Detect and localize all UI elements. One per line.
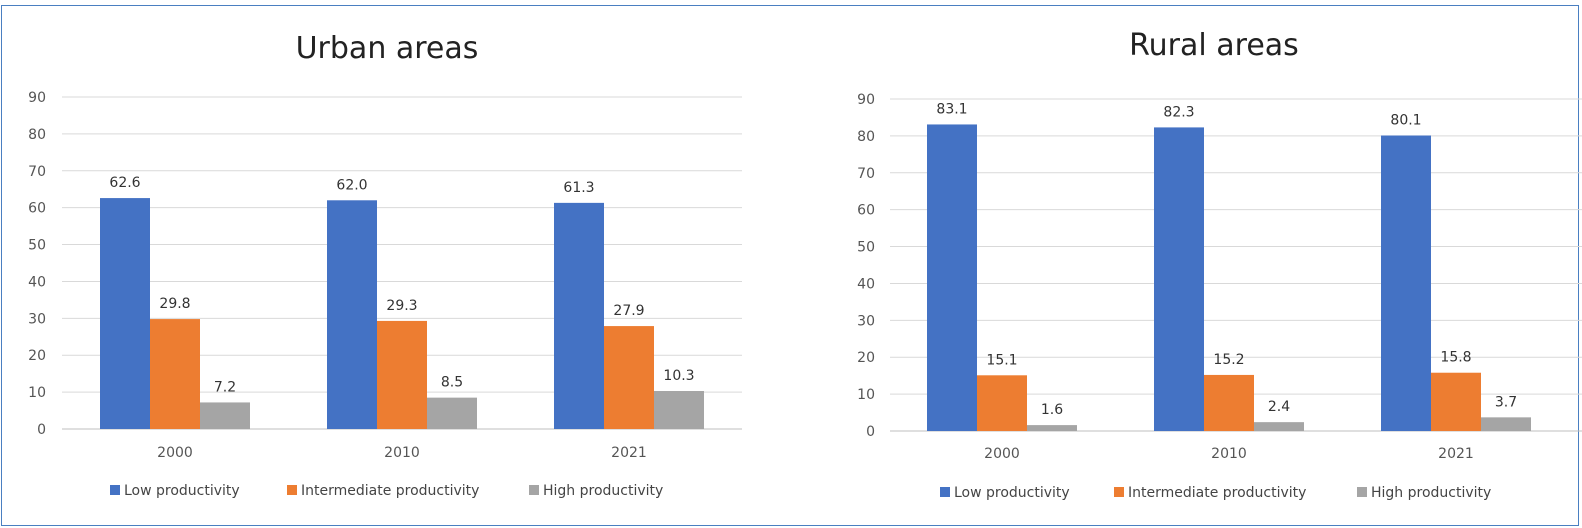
x-tick-label: 2021 [611,445,647,461]
data-label: 29.3 [386,298,417,314]
legend-label: Low productivity [124,483,240,499]
legend-swatch-intermediate-productivity [287,485,297,495]
bar-high-productivity-2000 [1027,425,1077,431]
data-label: 7.2 [214,379,236,395]
bar-intermediate-productivity-2021 [1431,372,1481,431]
y-tick-label: 60 [857,203,875,219]
y-tick-label: 30 [28,311,46,327]
y-tick-label: 10 [857,387,875,403]
legend-swatch-low-productivity [110,485,120,495]
x-tick-label: 2000 [984,446,1020,462]
data-label: 15.1 [986,352,1017,368]
data-label: 61.3 [563,180,594,196]
y-tick-label: 90 [857,92,875,108]
bar-high-productivity-2010 [427,397,477,429]
legend-swatch-intermediate-productivity [1114,487,1124,497]
y-tick-label: 50 [28,238,46,254]
data-label: 1.6 [1041,402,1063,418]
bar-high-productivity-2010 [1254,422,1304,431]
y-tick-label: 80 [28,127,46,143]
data-label: 80.1 [1390,113,1421,129]
data-label: 62.6 [109,175,140,191]
data-label: 83.1 [936,101,967,117]
data-label: 29.8 [159,296,190,312]
chart-title: Urban areas [296,31,479,66]
legend-swatch-high-productivity [1357,487,1367,497]
bar-intermediate-productivity-2010 [377,320,427,429]
y-tick-label: 0 [37,422,46,438]
bar-low-productivity-2010 [1154,127,1204,431]
legend-label: High productivity [1371,485,1491,501]
x-tick-label: 2010 [1211,446,1247,462]
legend-label: High productivity [543,483,663,499]
y-tick-label: 50 [857,240,875,256]
bar-high-productivity-2021 [654,391,704,429]
legend-label: Intermediate productivity [301,483,479,499]
data-label: 82.3 [1163,104,1194,120]
data-label: 10.3 [663,368,694,384]
data-label: 2.4 [1268,399,1290,415]
chart-title: Rural areas [1129,28,1299,63]
bar-intermediate-productivity-2010 [1204,374,1254,431]
bar-low-productivity-2000 [100,198,150,429]
bar-high-productivity-2000 [200,402,250,429]
y-tick-label: 20 [28,348,46,364]
y-tick-label: 90 [28,90,46,106]
bar-low-productivity-2010 [327,200,377,429]
legend-swatch-high-productivity [529,485,539,495]
y-tick-label: 0 [866,424,875,440]
y-tick-label: 30 [857,313,875,329]
legend-label: Intermediate productivity [1128,485,1306,501]
y-tick-label: 60 [28,201,46,217]
data-label: 3.7 [1495,394,1517,410]
y-tick-label: 70 [28,164,46,180]
x-tick-label: 2021 [1438,446,1474,462]
data-label: 15.2 [1213,352,1244,368]
bar-intermediate-productivity-2000 [150,319,200,429]
bar-low-productivity-2000 [927,124,977,431]
data-label: 15.8 [1440,350,1471,366]
bar-low-productivity-2021 [554,202,604,429]
bar-low-productivity-2021 [1381,135,1431,431]
data-label: 27.9 [613,303,644,319]
y-tick-label: 20 [857,350,875,366]
x-tick-label: 2010 [384,445,420,461]
bar-intermediate-productivity-2000 [977,375,1027,431]
legend-label: Low productivity [954,485,1070,501]
y-tick-label: 80 [857,129,875,145]
data-label: 62.0 [336,177,367,193]
x-tick-label: 2000 [157,445,193,461]
figure-frame [1,5,1579,526]
bar-high-productivity-2021 [1481,417,1531,431]
y-tick-label: 10 [28,385,46,401]
y-tick-label: 70 [857,166,875,182]
bar-intermediate-productivity-2021 [604,326,654,429]
y-tick-label: 40 [857,276,875,292]
legend-swatch-low-productivity [940,487,950,497]
y-tick-label: 40 [28,274,46,290]
data-label: 8.5 [441,375,463,391]
